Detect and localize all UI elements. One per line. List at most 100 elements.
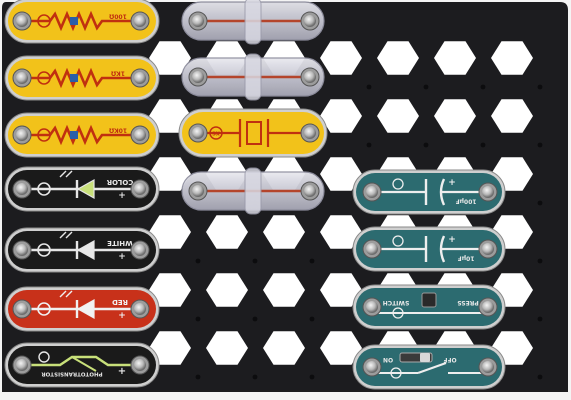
part-id-circle bbox=[392, 235, 404, 247]
grid-peg bbox=[537, 258, 543, 264]
led-ray bbox=[65, 290, 73, 298]
grid-peg bbox=[195, 374, 201, 380]
led-ray bbox=[59, 170, 67, 178]
wire-clip bbox=[244, 167, 262, 215]
snap-button bbox=[366, 186, 378, 198]
press-switch[interactable]: SWITCH PRESS bbox=[352, 284, 506, 330]
grid-hole bbox=[206, 331, 248, 365]
snap-button bbox=[482, 301, 494, 313]
snap-button bbox=[192, 127, 204, 139]
wire-bottom[interactable] bbox=[181, 167, 325, 215]
slide-knob[interactable] bbox=[420, 353, 430, 362]
push-button[interactable] bbox=[421, 292, 437, 308]
wire-clip bbox=[244, 0, 262, 45]
grid-hole bbox=[377, 99, 419, 133]
grid-hole bbox=[206, 273, 248, 307]
grid-peg bbox=[252, 258, 258, 264]
crystal[interactable]: XC bbox=[178, 108, 328, 158]
grid-peg bbox=[537, 84, 543, 90]
snap-button bbox=[16, 303, 28, 315]
phototransistor-lead bbox=[71, 356, 97, 372]
grid-hole bbox=[320, 331, 362, 365]
part-label: PRESS bbox=[457, 299, 479, 306]
grid-peg bbox=[195, 258, 201, 264]
capacitor-plate bbox=[439, 235, 446, 263]
part-body bbox=[356, 230, 502, 268]
switch-arm bbox=[417, 362, 447, 374]
grid-peg bbox=[309, 258, 315, 264]
part-label: 100μF bbox=[455, 198, 476, 205]
phototransistor[interactable]: PHOTOTRANSISTOR + bbox=[4, 342, 160, 388]
snap-button bbox=[134, 359, 146, 371]
grid-hole bbox=[149, 273, 191, 307]
grid-hole bbox=[263, 215, 305, 249]
slide-switch[interactable]: ON OFF bbox=[352, 344, 506, 390]
grid-peg bbox=[423, 84, 429, 90]
snap-button bbox=[366, 243, 378, 255]
grid-hole bbox=[320, 215, 362, 249]
grid-peg bbox=[366, 84, 372, 90]
led-ray bbox=[65, 170, 73, 178]
snap-button bbox=[134, 129, 146, 141]
grid-hole bbox=[320, 99, 362, 133]
resistor-stripe bbox=[70, 131, 78, 139]
grid-hole bbox=[149, 41, 191, 75]
part-id-circle bbox=[390, 367, 402, 379]
part-id-circle bbox=[37, 128, 51, 142]
polarity-plus: + bbox=[118, 366, 126, 377]
grid-hole bbox=[377, 41, 419, 75]
grid-peg bbox=[537, 142, 543, 148]
part-label: OFF bbox=[443, 356, 456, 363]
snap-button bbox=[304, 127, 316, 139]
grid-hole bbox=[434, 99, 476, 133]
part-label: 1KΩ bbox=[111, 70, 125, 77]
grid-peg bbox=[309, 374, 315, 380]
part-id-circle bbox=[209, 126, 223, 140]
grid-hole bbox=[491, 99, 533, 133]
led-symbol bbox=[76, 178, 95, 200]
part-label: 100Ω bbox=[109, 13, 127, 20]
snap-button bbox=[134, 303, 146, 315]
part-id-circle bbox=[37, 302, 51, 316]
grid-peg bbox=[252, 374, 258, 380]
snap-button bbox=[482, 361, 494, 373]
led-color[interactable]: COLOR + bbox=[4, 166, 160, 212]
snap-button bbox=[366, 301, 378, 313]
components: 100Ω 1KΩ 10KΩ COLOR+ WHITE+ RED+ PHOTOTRANSIST… bbox=[4, 0, 506, 390]
snap-button bbox=[192, 71, 204, 83]
capacitor-10μF[interactable]: +10μF bbox=[352, 226, 506, 272]
snap-button bbox=[16, 183, 28, 195]
capacitor-plate bbox=[439, 178, 446, 206]
led-white[interactable]: WHITE + bbox=[4, 227, 160, 273]
part-label: 10KΩ bbox=[109, 127, 127, 134]
grid-peg bbox=[423, 142, 429, 148]
grid-hole bbox=[320, 41, 362, 75]
part-label: XC bbox=[212, 130, 220, 136]
part-id-circle bbox=[37, 182, 51, 196]
part-id-circle bbox=[37, 243, 51, 257]
grid-peg bbox=[480, 84, 486, 90]
wire-clip bbox=[244, 53, 262, 101]
snap-button bbox=[134, 15, 146, 27]
grid-peg bbox=[537, 374, 543, 380]
snap-button bbox=[16, 72, 28, 84]
grid-peg bbox=[480, 142, 486, 148]
grid-peg bbox=[309, 316, 315, 322]
grid-peg bbox=[537, 316, 543, 322]
wire-top[interactable] bbox=[181, 0, 325, 45]
resistor-100Ω[interactable]: 100Ω bbox=[4, 0, 160, 44]
snap-button bbox=[304, 185, 316, 197]
part-id-circle bbox=[392, 178, 404, 190]
led-red[interactable]: RED + bbox=[4, 286, 160, 332]
grid-hole bbox=[434, 41, 476, 75]
snap-button bbox=[482, 243, 494, 255]
snap-button bbox=[192, 15, 204, 27]
resistor-10KΩ[interactable]: 10KΩ bbox=[4, 112, 160, 158]
grid-hole bbox=[206, 215, 248, 249]
polarity-plus: + bbox=[118, 311, 126, 321]
wire-middle[interactable] bbox=[181, 53, 325, 101]
resistor-1KΩ[interactable]: 1KΩ bbox=[4, 55, 160, 101]
capacitor-100μF[interactable]: +100μF bbox=[352, 169, 506, 215]
snap-button bbox=[134, 183, 146, 195]
